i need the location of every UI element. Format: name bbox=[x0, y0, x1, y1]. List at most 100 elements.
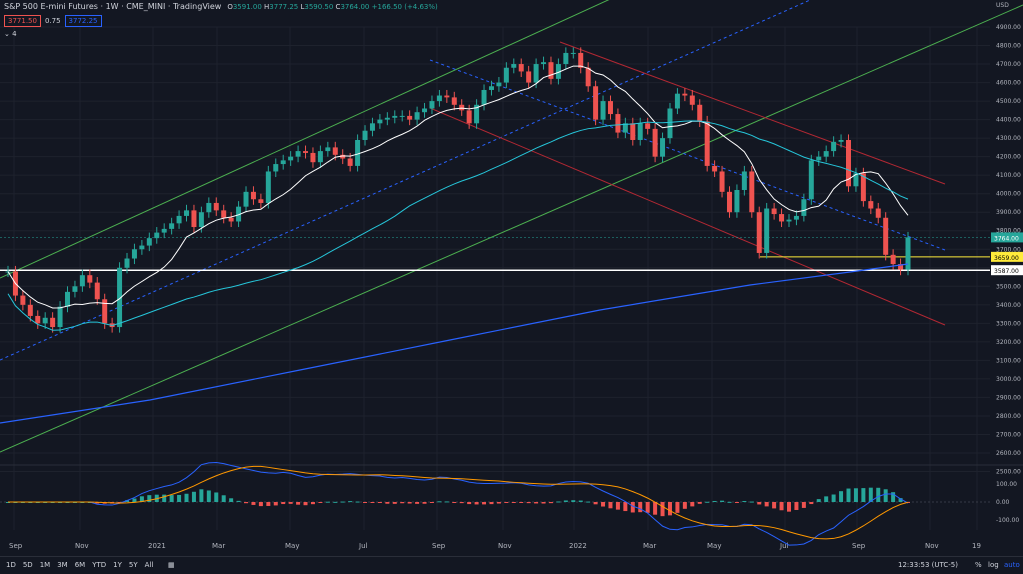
candle-body bbox=[503, 67, 509, 83]
range-button-1d[interactable]: 1D bbox=[6, 561, 16, 569]
price-tick-label: 2800.00 bbox=[996, 413, 1021, 420]
percent-toggle[interactable]: % bbox=[975, 561, 982, 569]
histogram-bar bbox=[667, 502, 672, 516]
candle-body bbox=[377, 119, 383, 124]
price-tick-label: 3700.00 bbox=[996, 246, 1021, 253]
candle-body bbox=[184, 210, 190, 216]
candle-body bbox=[875, 208, 881, 218]
range-button-5y[interactable]: 5Y bbox=[128, 561, 138, 569]
histogram-bar bbox=[623, 502, 628, 512]
range-button-3m[interactable]: 3M bbox=[57, 561, 68, 569]
candle-body bbox=[660, 138, 666, 157]
price-tick-label: 4900.00 bbox=[996, 24, 1021, 31]
symbol-title[interactable]: S&P 500 E-mini Futures · 1W · CME_MINI ·… bbox=[4, 2, 222, 11]
histogram-bar bbox=[199, 489, 204, 502]
candle-body bbox=[310, 152, 316, 163]
candle-body bbox=[593, 86, 599, 120]
chevron-down-icon[interactable]: ⌄ bbox=[4, 30, 10, 38]
sell-button[interactable]: 3771.50 bbox=[4, 15, 41, 27]
price-tick-label: 2900.00 bbox=[996, 394, 1021, 401]
indicators-toggle[interactable]: ⌄ 4 bbox=[4, 30, 17, 38]
histogram-bar bbox=[794, 502, 799, 510]
candle-body bbox=[407, 115, 413, 120]
histogram-bar bbox=[139, 496, 144, 502]
histogram-bar bbox=[749, 501, 754, 503]
candle-body bbox=[541, 62, 547, 65]
range-button-1m[interactable]: 1M bbox=[39, 561, 51, 569]
range-button-ytd[interactable]: YTD bbox=[92, 561, 107, 569]
candle-body bbox=[645, 123, 651, 129]
red-channel-upper bbox=[559, 41, 946, 185]
histogram-bar bbox=[839, 491, 844, 502]
candle-body bbox=[578, 52, 584, 68]
auto-toggle[interactable]: auto bbox=[1004, 561, 1020, 569]
time-tick-label: Nov bbox=[925, 542, 939, 550]
candle-body bbox=[280, 160, 286, 165]
histogram-bar bbox=[571, 500, 576, 502]
price-tick-label: 4300.00 bbox=[996, 135, 1021, 142]
histogram-bar bbox=[281, 502, 286, 505]
green-channel-upper bbox=[0, 0, 610, 279]
candle-body bbox=[697, 104, 703, 122]
histogram-bar bbox=[191, 491, 196, 502]
histogram-bar bbox=[415, 502, 420, 504]
spread-value: 0.75 bbox=[44, 17, 61, 25]
red-channel-lower bbox=[429, 107, 946, 326]
range-button-all[interactable]: All bbox=[144, 561, 154, 569]
histogram-bar bbox=[757, 502, 762, 505]
histogram-bar bbox=[504, 502, 509, 504]
candle-body bbox=[838, 139, 844, 142]
histogram-bar bbox=[548, 502, 553, 504]
candle-body bbox=[57, 306, 63, 328]
candle-body bbox=[719, 171, 725, 192]
range-button-6m[interactable]: 6M bbox=[74, 561, 86, 569]
log-toggle[interactable]: log bbox=[988, 561, 999, 569]
blue-dashed-midline bbox=[0, 0, 811, 361]
histogram-bar bbox=[853, 488, 858, 502]
candle-body bbox=[169, 223, 175, 229]
candle-body bbox=[355, 139, 361, 166]
price-tick-label: 2700.00 bbox=[996, 431, 1021, 438]
candle-body bbox=[444, 95, 450, 98]
histogram-bar bbox=[615, 502, 620, 510]
candle-body bbox=[87, 275, 93, 283]
histogram-bar bbox=[511, 502, 516, 503]
histogram-bar bbox=[779, 502, 784, 511]
time-tick-label: Jul bbox=[779, 542, 789, 550]
ma-blue-long-line bbox=[0, 263, 909, 424]
candle-body bbox=[79, 275, 85, 287]
range-button-1y[interactable]: 1Y bbox=[113, 561, 122, 569]
histogram-bar bbox=[325, 501, 330, 503]
histogram-bar bbox=[318, 502, 323, 503]
candle-body bbox=[317, 151, 323, 163]
histogram-bar bbox=[630, 502, 635, 513]
candle-body bbox=[652, 128, 658, 157]
candle-body bbox=[481, 89, 487, 105]
histogram-bar bbox=[556, 501, 561, 503]
histogram-bar bbox=[786, 502, 791, 512]
osc-tick-label: 100.00 bbox=[996, 481, 1017, 488]
candle-body bbox=[474, 104, 480, 124]
histogram-bar bbox=[169, 495, 174, 502]
candle-body bbox=[340, 154, 346, 159]
candle-body bbox=[860, 173, 866, 202]
candle-body bbox=[213, 202, 219, 211]
range-button-5d[interactable]: 5D bbox=[22, 561, 33, 569]
signal-line bbox=[8, 465, 909, 540]
histogram-bar bbox=[831, 494, 836, 502]
histogram-bar bbox=[876, 487, 881, 502]
price-tick-label: 4800.00 bbox=[996, 43, 1021, 50]
histogram-bar bbox=[891, 492, 896, 502]
time-tick-label: Jul bbox=[358, 542, 368, 550]
current-price-tag-bg bbox=[991, 232, 1023, 243]
chart-header: S&P 500 E-mini Futures · 1W · CME_MINI ·… bbox=[4, 2, 438, 11]
bottom-toolbar: 1D 5D 1M 3M 6M YTD 1Y 5Y All ▦ 12:33:53 (UTC-5) … bbox=[0, 556, 1023, 574]
buy-button[interactable]: 3772.25 bbox=[64, 15, 102, 27]
price-tick-label: 3000.00 bbox=[996, 376, 1021, 383]
calendar-icon[interactable]: ▦ bbox=[168, 561, 175, 569]
time-tick-label: Nov bbox=[75, 542, 89, 550]
candle-body bbox=[704, 121, 710, 166]
candle-body bbox=[845, 139, 851, 187]
histogram-bar bbox=[578, 500, 583, 502]
